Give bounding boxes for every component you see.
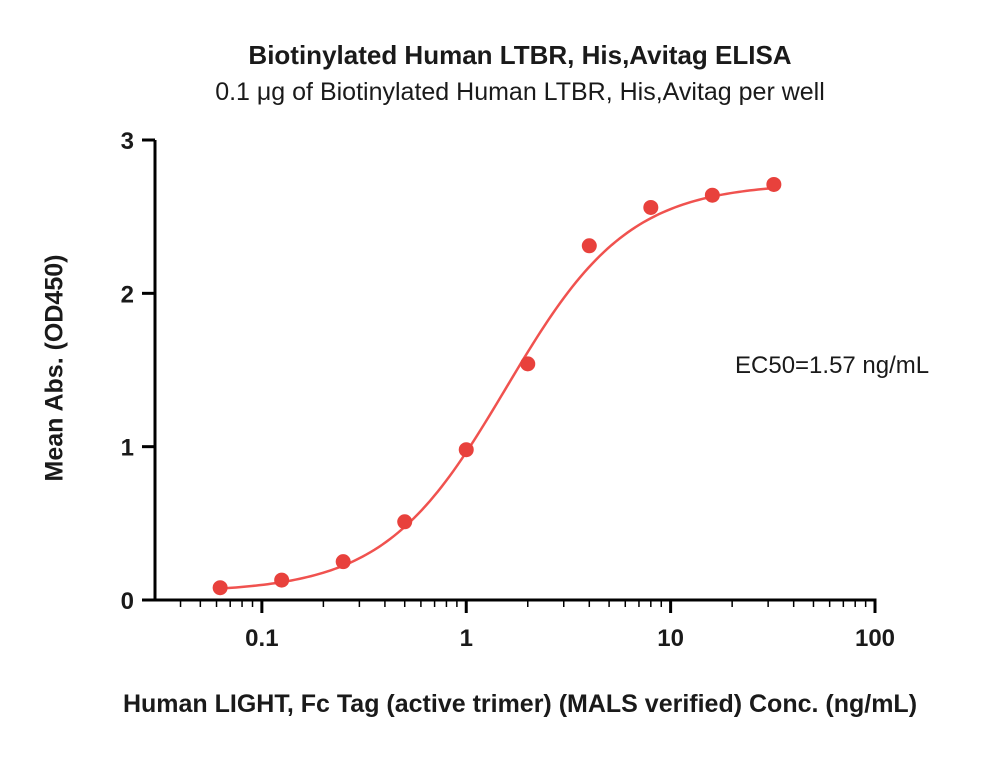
- y-tick-label: 0: [121, 588, 134, 615]
- data-point: [274, 572, 290, 588]
- data-point: [643, 199, 659, 215]
- y-tick-label: 2: [121, 281, 134, 308]
- fit-curve: [218, 186, 776, 590]
- data-point: [458, 442, 474, 458]
- y-tick-label: 1: [121, 435, 134, 462]
- chart-subtitle: 0.1 μg of Biotinylated Human LTBR, His,A…: [215, 78, 825, 106]
- x-axis-title: Human LIGHT, Fc Tag (active trimer) (MAL…: [122, 690, 918, 718]
- data-point: [520, 356, 536, 372]
- x-tick-label: 1: [460, 625, 473, 652]
- x-tick-label: 100: [855, 625, 895, 652]
- x-tick-label: 0.1: [245, 625, 278, 652]
- data-point: [212, 580, 228, 596]
- data-point: [581, 238, 597, 254]
- data-point: [335, 554, 351, 570]
- chart-title: Biotinylated Human LTBR, His,Avitag ELIS…: [248, 40, 792, 70]
- data-point: [704, 187, 720, 203]
- x-tick-label: 10: [657, 625, 684, 652]
- ec50-annotation: EC50=1.57 ng/mL: [735, 352, 930, 379]
- data-point: [397, 514, 413, 530]
- data-point: [766, 176, 782, 192]
- y-tick-label: 3: [121, 128, 134, 155]
